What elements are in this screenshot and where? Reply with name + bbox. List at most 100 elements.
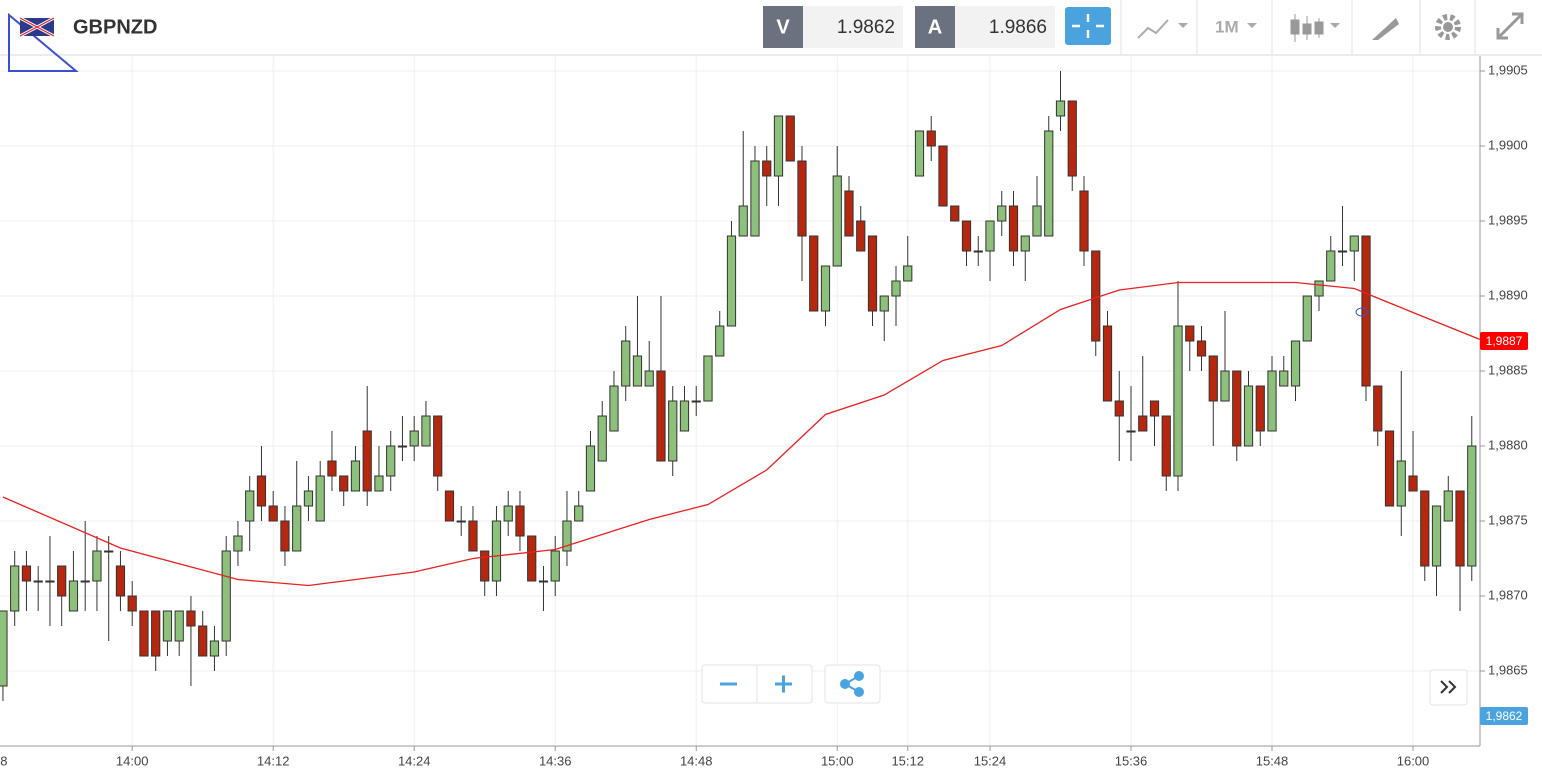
settings-hub (1443, 22, 1453, 32)
x-tick-label: 15:24 (974, 753, 1007, 768)
x-tick-label: 14:24 (398, 753, 431, 768)
fullscreen-icon[interactable] (1496, 12, 1524, 40)
candle-body (820, 265, 831, 312)
candle-body (186, 610, 196, 627)
candle-body (339, 475, 349, 492)
candle-body (0, 610, 8, 687)
candle-body (1232, 370, 1242, 447)
candle-body (10, 565, 20, 612)
candle-body (809, 235, 819, 312)
share-icon[interactable] (840, 671, 864, 697)
candle-body (45, 580, 55, 583)
candle-body (1302, 295, 1312, 342)
ask-box (955, 6, 1055, 48)
candle-body (139, 610, 149, 657)
price-label: 1,9862 (1486, 709, 1523, 723)
candle-body (632, 355, 643, 387)
x-tick-label: 15:12 (891, 753, 924, 768)
candle-body (691, 400, 701, 403)
candle-body (609, 385, 619, 432)
candle-body (785, 115, 795, 162)
candle-body (1326, 250, 1336, 282)
candle-body (491, 520, 502, 582)
candle-body (585, 445, 596, 492)
settings-icon[interactable] (1435, 14, 1461, 40)
candle-body (597, 415, 607, 462)
candle-body (538, 580, 549, 583)
candle-body (433, 415, 443, 477)
candle-body (115, 565, 126, 597)
candle-body (1384, 430, 1395, 507)
candle-body (209, 640, 220, 657)
ask-button[interactable] (915, 6, 955, 48)
dropdown-arrow (1330, 23, 1340, 28)
candle-body (703, 355, 713, 402)
y-tick-label: 1,9885 (1488, 362, 1528, 377)
symbol: GBPNZD (73, 16, 157, 38)
candle-body (292, 505, 302, 552)
candle-body (914, 130, 925, 177)
candle-body (397, 445, 408, 448)
candle-body (1079, 190, 1089, 252)
candle-body (1067, 100, 1077, 177)
zoom-in[interactable] (775, 675, 792, 693)
candle-body (832, 175, 842, 267)
candle-body (515, 505, 525, 537)
candle-body (1279, 370, 1289, 387)
candle-body (961, 220, 972, 252)
candle-body (738, 205, 748, 237)
x-tick-label: 13:48 (0, 753, 7, 768)
candle-body (1243, 385, 1254, 447)
candle-body (621, 340, 631, 387)
dropdown-arrow (1178, 23, 1188, 28)
ask-label: A (928, 16, 942, 38)
flag-cross-red (19, 17, 55, 37)
candle-body (1185, 325, 1195, 342)
candle-body (374, 475, 384, 492)
candle-body (844, 190, 854, 237)
candles-icon[interactable] (1290, 14, 1324, 42)
candle-body (327, 460, 337, 477)
chart-type-icon[interactable] (1137, 19, 1169, 39)
price-label-box (1480, 707, 1528, 725)
y-tick-label: 1,9870 (1488, 587, 1528, 602)
candle-body (480, 550, 490, 582)
axes: 1,9865 1,9870 1,9875 1,9880 1,9885 1,9890 1,98… (0, 56, 1528, 768)
candle-body (268, 505, 278, 522)
bid-button[interactable] (763, 6, 803, 48)
x-tick-label: 14:00 (116, 753, 149, 768)
separators (1120, 0, 1476, 55)
candle-body (198, 625, 208, 657)
cursor-marker (1355, 307, 1369, 317)
candle-body (985, 220, 995, 252)
selection-triangle (8, 12, 79, 72)
candle-body (679, 400, 690, 432)
candle-body (233, 535, 243, 552)
candle-body (903, 265, 913, 282)
y-tick-label: 1,9900 (1488, 137, 1528, 152)
candle-body (1408, 475, 1418, 492)
candle-body (762, 160, 772, 177)
candle-body (715, 325, 725, 357)
candle-body (386, 445, 396, 477)
candle-body (867, 235, 878, 312)
draw-icon[interactable] (1372, 18, 1399, 40)
candle-body (1044, 130, 1054, 237)
timeframe[interactable]: 1M (1215, 17, 1239, 36)
candle-body (1008, 205, 1019, 252)
candle-body (997, 205, 1007, 222)
candle-body (1314, 280, 1324, 297)
candle-body (1161, 415, 1171, 477)
scroll-end-icon[interactable] (1440, 680, 1457, 694)
candle-body (1208, 355, 1218, 402)
candle-body (1337, 250, 1348, 253)
crosshair-button[interactable] (1065, 7, 1111, 45)
x-tick-label: 15:48 (1256, 753, 1289, 768)
candle-body (973, 250, 983, 253)
candle-body (1091, 250, 1101, 342)
candle-body (891, 280, 901, 297)
candle-body (256, 475, 267, 507)
toolbar: GBPNZD V 1.9862 A 1.9866 1M (0, 0, 1542, 72)
y-tick-label: 1,9875 (1488, 512, 1528, 527)
